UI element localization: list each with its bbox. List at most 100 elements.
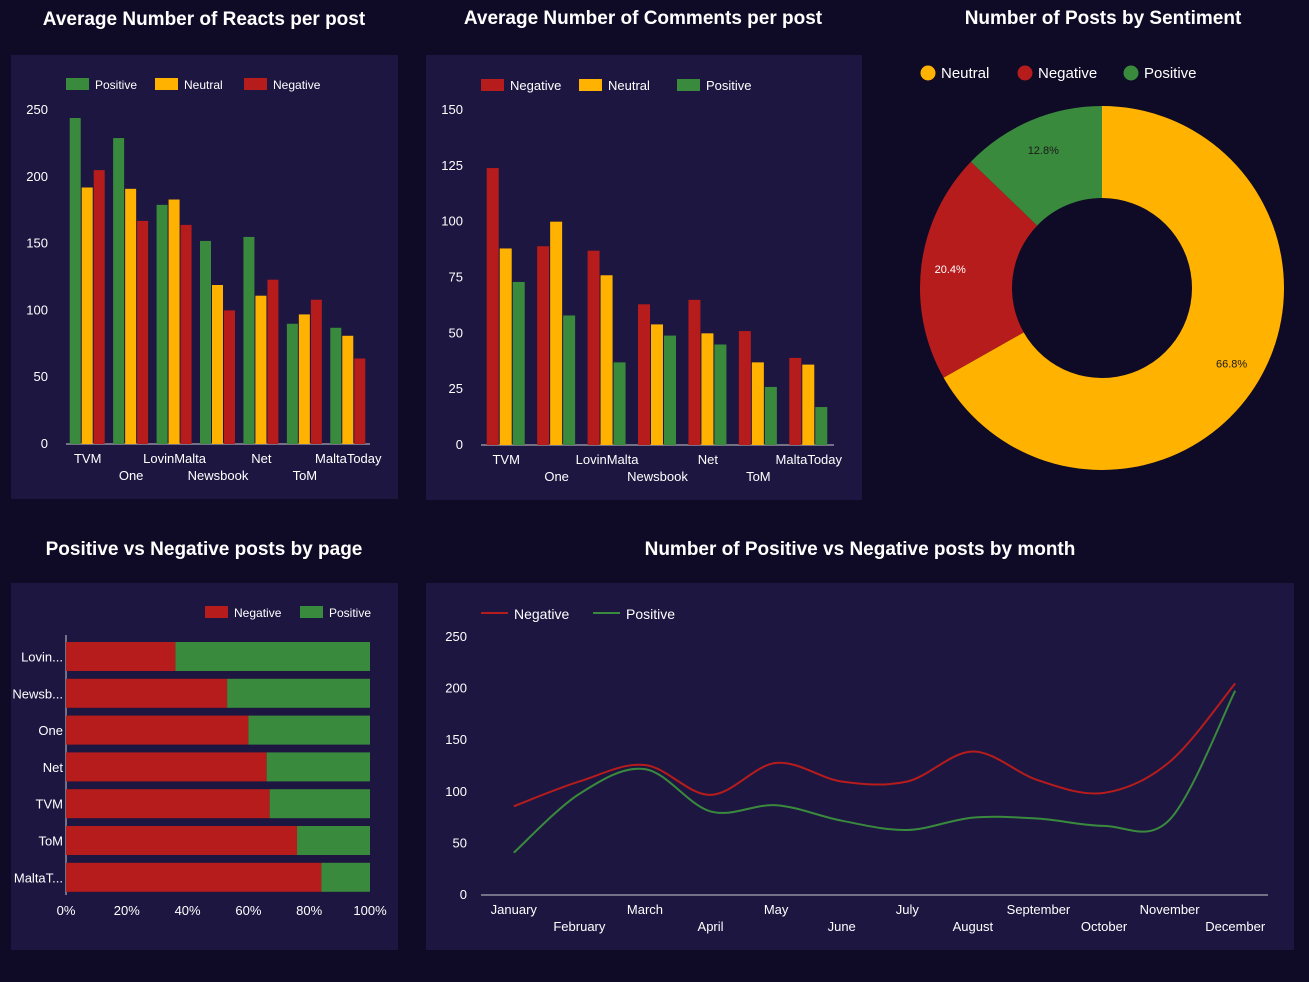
y-tick-label: 200 xyxy=(26,169,48,184)
y-tick-label: MaltaT... xyxy=(14,870,63,885)
x-tick-label: 40% xyxy=(175,903,201,918)
x-tick-label: TVM xyxy=(492,452,519,467)
x-tick-label: October xyxy=(1081,919,1128,934)
bar-negative-tvm xyxy=(486,168,499,446)
y-tick-label: 200 xyxy=(445,681,467,696)
bar-positive-tvm xyxy=(512,281,525,445)
donut-slice-neutral xyxy=(943,106,1284,471)
legend-label-negative: Negative xyxy=(510,78,561,93)
pvn-page-chart-title: Positive vs Negative posts by page xyxy=(45,539,363,560)
bar-neutral-maltatoday xyxy=(342,335,354,444)
y-tick-label: 0 xyxy=(41,436,48,451)
legend-label-positive: Positive xyxy=(706,78,752,93)
y-tick-label: TVM xyxy=(36,797,63,812)
donut-label-neutral: 66.8% xyxy=(1216,359,1247,371)
bar-negative-lovin xyxy=(66,642,176,671)
bar-negative-net xyxy=(688,299,701,445)
y-tick-label: One xyxy=(38,723,63,738)
legend-dot-negative xyxy=(1017,65,1033,81)
bar-positive-tvm xyxy=(69,118,81,445)
bar-positive-lovinmalta xyxy=(613,362,626,445)
legend-dot-positive xyxy=(1123,65,1139,81)
y-tick-label: 250 xyxy=(445,629,467,644)
y-tick-label: 250 xyxy=(26,102,48,117)
y-tick-label: Net xyxy=(43,760,64,775)
x-tick-label: July xyxy=(896,902,920,917)
y-tick-label: 150 xyxy=(26,236,48,251)
x-tick-label: June xyxy=(828,919,856,934)
y-tick-label: 50 xyxy=(453,835,467,850)
x-tick-label: March xyxy=(627,902,663,917)
x-tick-label: May xyxy=(764,902,789,917)
bar-negative-maltatoday xyxy=(354,358,366,444)
bar-positive-newsb xyxy=(227,678,370,708)
bar-positive-newsbook xyxy=(200,240,211,444)
bar-negative-tom xyxy=(66,826,298,855)
donut-label-positive: 12.8% xyxy=(1028,145,1059,157)
comments-chart-title: Average Number of Comments per post xyxy=(463,8,823,29)
bar-negative-one xyxy=(66,715,249,745)
bar-positive-maltatoday xyxy=(330,327,342,444)
pvn-month-panel xyxy=(426,583,1294,950)
bar-negative-one xyxy=(537,246,550,445)
line-positive xyxy=(513,690,1237,854)
bar-negative-newsbook xyxy=(224,310,235,444)
x-tick-label: LovinMalta xyxy=(143,451,207,466)
y-tick-label: ToM xyxy=(38,834,63,849)
y-tick-label: 150 xyxy=(441,102,463,117)
bar-neutral-one xyxy=(550,221,563,445)
legend-swatch-positive xyxy=(300,606,323,618)
x-tick-label: April xyxy=(698,919,724,934)
bar-neutral-maltatoday xyxy=(802,364,815,445)
legend-label-neutral: Neutral xyxy=(608,78,650,93)
legend-label-positive: Positive xyxy=(329,606,371,620)
donut-label-negative: 20.4% xyxy=(935,264,966,276)
donut-slice-negative xyxy=(920,161,1038,378)
x-tick-label: MaltaToday xyxy=(776,452,843,467)
bar-positive-one xyxy=(113,138,125,444)
y-tick-label: 150 xyxy=(445,732,467,747)
bar-neutral-net xyxy=(255,295,267,444)
x-tick-label: December xyxy=(1205,919,1266,934)
legend-swatch-positive xyxy=(66,78,89,90)
x-tick-label: One xyxy=(119,468,144,483)
bar-neutral-tom xyxy=(751,362,764,445)
x-tick-label: January xyxy=(491,902,538,917)
bar-neutral-newsbook xyxy=(651,324,663,445)
y-tick-label: 25 xyxy=(449,381,463,396)
legend-swatch-neutral xyxy=(155,78,178,90)
y-tick-label: Newsb... xyxy=(12,686,63,701)
y-tick-label: 100 xyxy=(445,784,467,799)
bar-positive-tom xyxy=(286,323,298,444)
bar-negative-net xyxy=(66,752,267,782)
bar-positive-lovin xyxy=(175,642,370,671)
legend-label-positive: Positive xyxy=(95,78,137,92)
bar-negative-tom xyxy=(738,331,751,445)
legend-swatch-neutral xyxy=(579,79,602,91)
bar-positive-maltatoday xyxy=(815,407,828,445)
x-tick-label: Net xyxy=(251,451,272,466)
pvn-month-chart-title: Number of Positive vs Negative posts by … xyxy=(644,539,1076,560)
x-tick-label: Net xyxy=(698,452,719,467)
y-tick-label: 0 xyxy=(460,887,467,902)
x-tick-label: September xyxy=(1007,902,1071,917)
legend-label-negative: Negative xyxy=(1038,65,1097,82)
bar-neutral-net xyxy=(701,333,714,445)
bar-negative-one xyxy=(137,220,149,444)
bar-positive-net xyxy=(243,236,255,444)
bar-positive-tvm xyxy=(269,789,370,819)
x-tick-label: ToM xyxy=(293,468,318,483)
x-tick-label: 0% xyxy=(57,903,76,918)
bar-positive-net xyxy=(266,752,370,782)
x-tick-label: 80% xyxy=(296,903,322,918)
x-tick-label: 60% xyxy=(235,903,261,918)
legend-swatch-negative xyxy=(244,78,267,90)
bar-positive-tom xyxy=(764,386,777,445)
bar-negative-tom xyxy=(310,299,322,444)
y-tick-label: 50 xyxy=(449,325,463,340)
x-tick-label: Newsbook xyxy=(627,469,688,484)
y-tick-label: 0 xyxy=(456,437,463,452)
x-tick-label: Newsbook xyxy=(188,468,249,483)
